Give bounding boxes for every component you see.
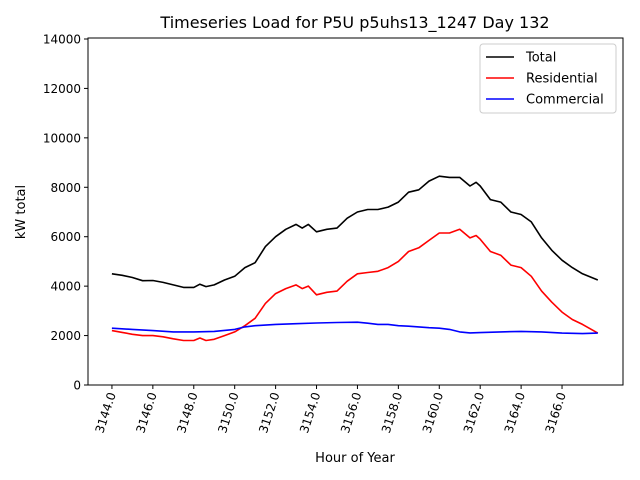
chart-title: Timeseries Load for P5U p5uhs13_1247 Day… bbox=[159, 13, 549, 33]
y-tick-label: 4000 bbox=[50, 280, 81, 294]
y-tick-label: 2000 bbox=[50, 329, 81, 343]
series-line-residential bbox=[111, 228, 599, 342]
y-tick-label: 8000 bbox=[50, 181, 81, 195]
series-line-total bbox=[111, 175, 599, 289]
legend-box bbox=[479, 43, 617, 114]
legend-label-total: Total bbox=[525, 51, 556, 66]
y-tick-label: 14000 bbox=[43, 32, 81, 46]
y-tick-label: 12000 bbox=[43, 82, 81, 96]
y-tick-label: 0 bbox=[73, 379, 81, 393]
y-axis-label: kW total bbox=[14, 185, 29, 239]
y-tick-label: 6000 bbox=[50, 230, 81, 244]
legend: Total Residential Commercial bbox=[479, 43, 617, 114]
legend-label-commercial: Commercial bbox=[526, 93, 604, 108]
legend-label-residential: Residential bbox=[526, 72, 598, 87]
y-tick-label: 10000 bbox=[43, 131, 81, 145]
series-line-commercial bbox=[111, 321, 598, 335]
plot-frame bbox=[87, 37, 624, 386]
x-axis-label: Hour of Year bbox=[315, 451, 395, 466]
